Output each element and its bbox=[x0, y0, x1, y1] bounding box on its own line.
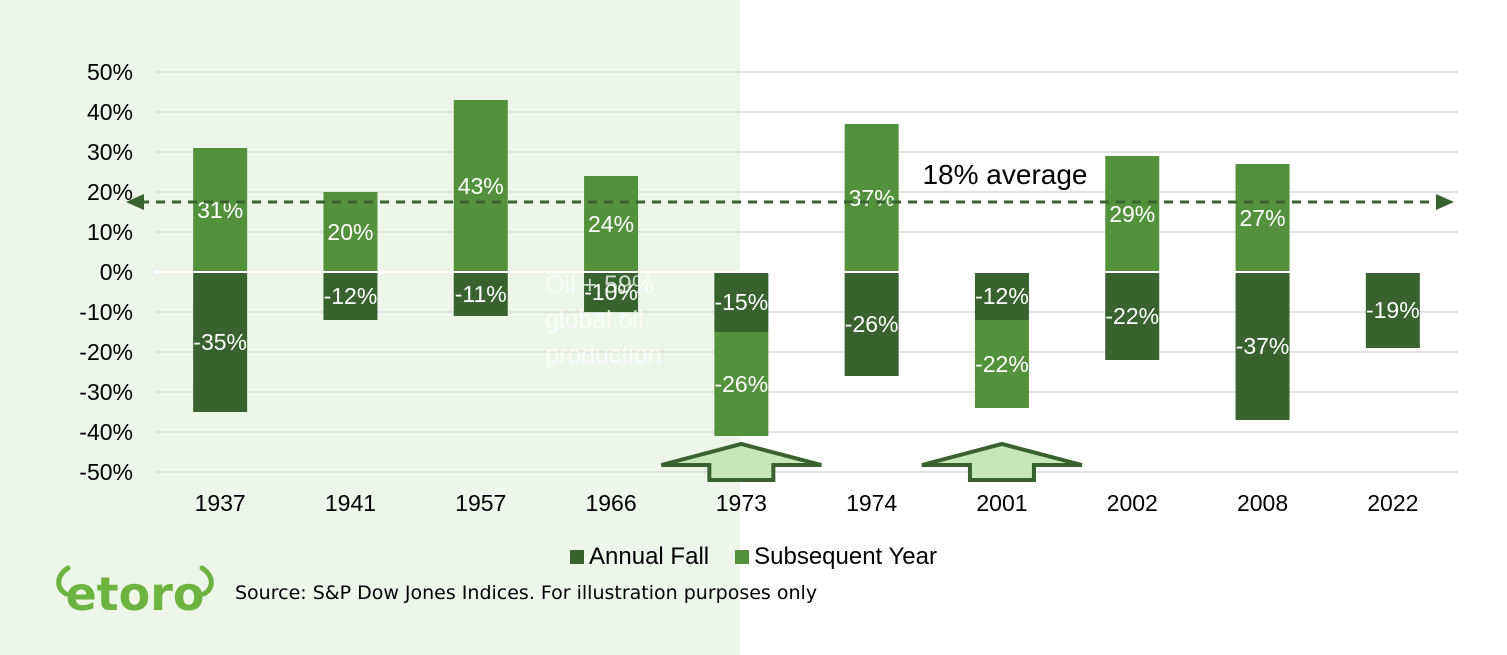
x-tick-label: 2002 bbox=[1107, 490, 1158, 516]
bar-annual-fall bbox=[714, 272, 769, 332]
y-tick-label: -30% bbox=[79, 379, 133, 405]
annotation-line: global oil bbox=[545, 306, 644, 334]
y-tick-label: -50% bbox=[79, 459, 133, 485]
highlight-arrows bbox=[660, 441, 1083, 482]
bar-label-annual-fall: -15% bbox=[714, 289, 768, 315]
bar-label-annual-fall: -37% bbox=[1236, 333, 1290, 359]
bar-annual-fall bbox=[1235, 272, 1290, 420]
x-tick-label: 2001 bbox=[976, 490, 1027, 516]
y-tick-label: 30% bbox=[87, 139, 133, 165]
bar-label-subsequent-year: 24% bbox=[588, 211, 634, 237]
bar-subsequent-year bbox=[714, 332, 769, 436]
bar-annual-fall bbox=[323, 272, 378, 320]
source-note: Source: S&P Dow Jones Indices. For illus… bbox=[235, 582, 818, 604]
legend-label: Subsequent Year bbox=[754, 543, 937, 570]
y-tick-label: 50% bbox=[87, 59, 133, 85]
average-label: 18% average bbox=[922, 159, 1087, 190]
legend-label: Annual Fall bbox=[589, 543, 710, 570]
bar-annual-fall bbox=[1105, 272, 1160, 360]
bar-annual-fall bbox=[453, 272, 508, 316]
bar-label-annual-fall: -19% bbox=[1366, 297, 1420, 323]
bar-annual-fall bbox=[193, 272, 248, 412]
legend: Annual Fall Subsequent Year bbox=[0, 543, 1507, 571]
bar-subsequent-year bbox=[193, 148, 248, 272]
bar-label-subsequent-year: 43% bbox=[458, 173, 504, 199]
bar-chart: 50% 40% 30% 20% 10% 0% -10% -20% -30% -40% -50% -3… bbox=[79, 59, 1458, 516]
bar-label-subsequent-year: 27% bbox=[1240, 205, 1286, 231]
bars: -35%31%-12%20%-11%43%-10%24%-15%-26%-26%… bbox=[155, 100, 1458, 436]
bar-subsequent-year bbox=[1235, 164, 1290, 272]
y-tick-label: -40% bbox=[79, 419, 133, 445]
x-tick-label: 1973 bbox=[716, 490, 767, 516]
average-arrow-right bbox=[1436, 194, 1454, 210]
bar-label-subsequent-year: -22% bbox=[975, 351, 1029, 377]
x-tick-label: 1966 bbox=[585, 490, 636, 516]
y-axis-ticks: 50% 40% 30% 20% 10% 0% -10% -20% -30% -40% -50% bbox=[79, 59, 133, 485]
x-tick-label: 2008 bbox=[1237, 490, 1288, 516]
grid-lines bbox=[155, 71, 1458, 473]
legend-item: Subsequent Year bbox=[735, 543, 937, 571]
average-line: 18% average bbox=[126, 159, 1454, 210]
y-tick-label: 20% bbox=[87, 179, 133, 205]
logo-right-horn bbox=[199, 565, 214, 597]
bar-subsequent-year bbox=[453, 100, 508, 272]
average-arrow-left bbox=[126, 194, 144, 210]
y-tick-label: 0% bbox=[100, 259, 133, 285]
legend-swatch bbox=[570, 550, 585, 564]
etoro-logo: etoro bbox=[50, 560, 220, 625]
background-panel bbox=[0, 0, 740, 655]
bar-annual-fall bbox=[844, 272, 899, 376]
y-tick-label: -20% bbox=[79, 339, 133, 365]
legend-swatch bbox=[735, 550, 750, 564]
x-axis-ticks: 1937 1941 1957 1966 1973 1974 2001 2002 2008 2022 bbox=[195, 490, 1419, 516]
bar-label-subsequent-year: 20% bbox=[327, 219, 373, 245]
oil-production-annotation: Oil + 59% global oil production bbox=[545, 271, 662, 369]
bar-label-subsequent-year: -26% bbox=[714, 371, 768, 397]
x-tick-label: 2022 bbox=[1367, 490, 1418, 516]
x-tick-label: 1957 bbox=[455, 490, 506, 516]
bar-subsequent-year bbox=[584, 176, 639, 272]
bar-label-annual-fall: -10% bbox=[584, 279, 638, 305]
legend-item: Annual Fall bbox=[570, 543, 709, 571]
bar-annual-fall bbox=[1365, 272, 1420, 348]
x-tick-label: 1941 bbox=[325, 490, 376, 516]
y-tick-label: 10% bbox=[87, 219, 133, 245]
bar-label-annual-fall: -12% bbox=[975, 283, 1029, 309]
logo-text: etoro bbox=[65, 567, 204, 620]
bar-subsequent-year bbox=[974, 320, 1029, 408]
bar-label-annual-fall: -11% bbox=[455, 281, 507, 307]
y-tick-label: 40% bbox=[87, 99, 133, 125]
annotation-line: production bbox=[545, 341, 662, 369]
bar-label-annual-fall: -35% bbox=[193, 329, 247, 355]
x-tick-label: 1974 bbox=[846, 490, 897, 516]
bar-label-subsequent-year: 29% bbox=[1109, 201, 1155, 227]
logo-left-horn bbox=[56, 565, 71, 597]
bar-subsequent-year bbox=[323, 192, 378, 272]
bar-subsequent-year bbox=[1105, 156, 1160, 272]
highlight-arrow bbox=[660, 441, 822, 482]
annotation-line: Oil + 59% bbox=[545, 271, 654, 299]
bar-label-annual-fall: -26% bbox=[845, 311, 899, 337]
highlight-arrow bbox=[921, 441, 1083, 482]
bar-subsequent-year bbox=[844, 124, 899, 272]
y-tick-label: -10% bbox=[79, 299, 133, 325]
bar-label-annual-fall: -22% bbox=[1105, 303, 1159, 329]
bar-label-subsequent-year: 37% bbox=[849, 185, 895, 211]
bar-label-annual-fall: -12% bbox=[324, 283, 378, 309]
bar-annual-fall bbox=[584, 272, 639, 312]
x-tick-label: 1937 bbox=[195, 490, 246, 516]
bar-annual-fall bbox=[974, 272, 1029, 320]
